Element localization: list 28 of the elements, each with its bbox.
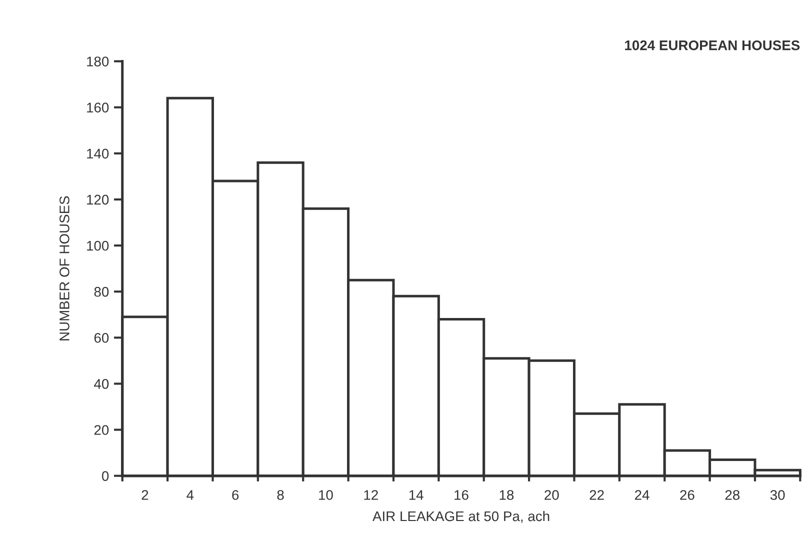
x-tick-label: 18	[500, 490, 514, 500]
x-tick-label: 20	[544, 490, 559, 500]
x-axis-title: AIR LEAKAGE at 50 Pa, ach	[372, 510, 550, 523]
x-tick-label: 26	[680, 490, 694, 500]
y-tick-label: 120	[87, 194, 109, 205]
x-tick-label: 22	[590, 490, 604, 500]
y-tick-label: 80	[94, 286, 109, 297]
x-tick-label: 30	[770, 490, 785, 500]
x-tick-label: 2	[142, 490, 148, 500]
x-tick-label: 12	[364, 490, 378, 500]
y-tick-label: 100	[87, 240, 109, 251]
y-tick-label: 0	[102, 471, 109, 481]
y-tick-label: 20	[94, 425, 109, 435]
x-tick-label: 6	[232, 490, 239, 500]
y-tick-label: 180	[87, 56, 109, 66]
x-tick-label: 24	[634, 490, 650, 500]
x-tick-label: 16	[454, 490, 468, 500]
x-tick-label: 28	[725, 490, 740, 500]
x-tick-label: 4	[186, 490, 194, 500]
y-tick-label: 60	[94, 332, 109, 343]
y-tick-label: 40	[94, 379, 109, 389]
x-tick-label: 8	[277, 490, 284, 500]
y-tick-label: 140	[87, 148, 109, 159]
chart-title: 1024 EUROPEAN HOUSES	[625, 40, 800, 50]
x-tick-label: 10	[319, 490, 333, 500]
y-axis-title: NUMBER OF HOUSES	[60, 196, 70, 340]
y-tick-label: 160	[87, 102, 109, 113]
x-tick-label: 14	[409, 490, 424, 500]
